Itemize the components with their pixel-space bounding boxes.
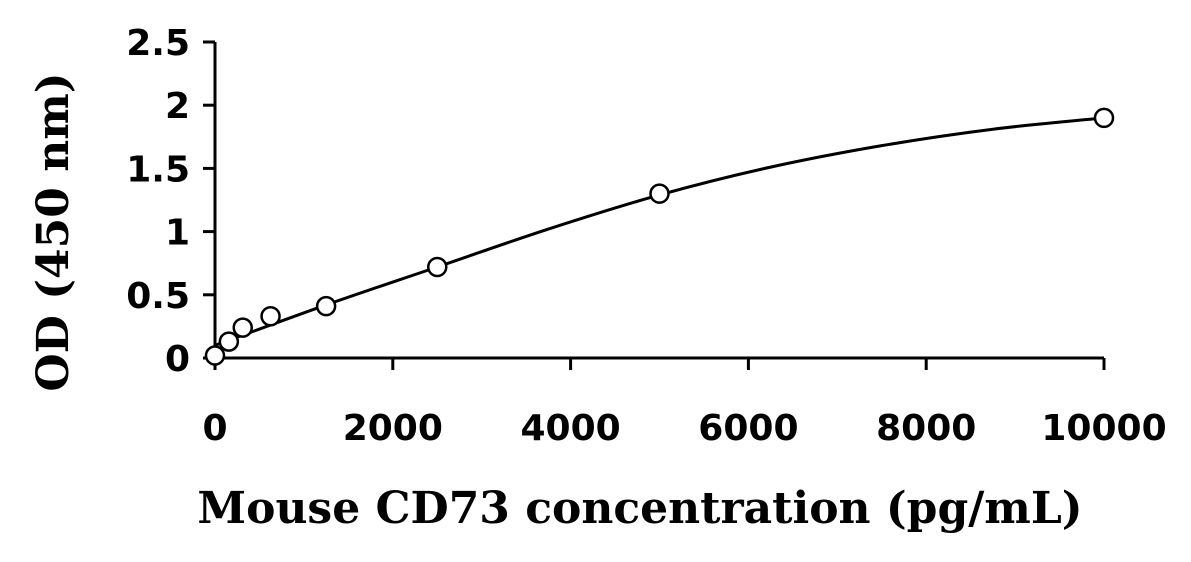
data-point — [1093, 107, 1115, 129]
data-point — [649, 183, 670, 204]
y-tick-label: 1 — [165, 213, 190, 254]
y-tick-label: 2 — [165, 86, 190, 127]
x-tick-label: 6000 — [698, 408, 798, 449]
x-tick-label: 4000 — [520, 408, 620, 449]
data-points — [204, 107, 1115, 366]
x-tick-label: 2000 — [343, 408, 443, 449]
data-point — [204, 345, 226, 366]
data-point — [427, 256, 448, 278]
x-tick-label: 0 — [202, 408, 227, 449]
y-tick-label: 2.5 — [126, 23, 190, 64]
x-tick-label: 10000 — [1041, 408, 1166, 449]
data-point — [260, 306, 281, 327]
data-point — [232, 317, 253, 338]
data-point — [315, 295, 337, 317]
y-tick-label: 1.5 — [126, 149, 190, 190]
x-axis-title: Mouse CD73 concentration (pg/mL) — [197, 483, 1082, 534]
y-axis-title: OD (450 nm) — [28, 72, 79, 391]
fit-curve — [214, 116, 1105, 347]
data-point — [218, 331, 240, 352]
axes — [213, 42, 1104, 360]
x-tick-label: 8000 — [876, 408, 976, 449]
y-tick-label: 0.5 — [126, 276, 190, 317]
y-tick-label: 0 — [165, 339, 190, 380]
x-axis-ticks: 0 2000 4000 6000 8000 10000 — [202, 358, 1167, 449]
y-axis-ticks: 0 0.5 1 1.5 2 2.5 — [126, 23, 215, 380]
